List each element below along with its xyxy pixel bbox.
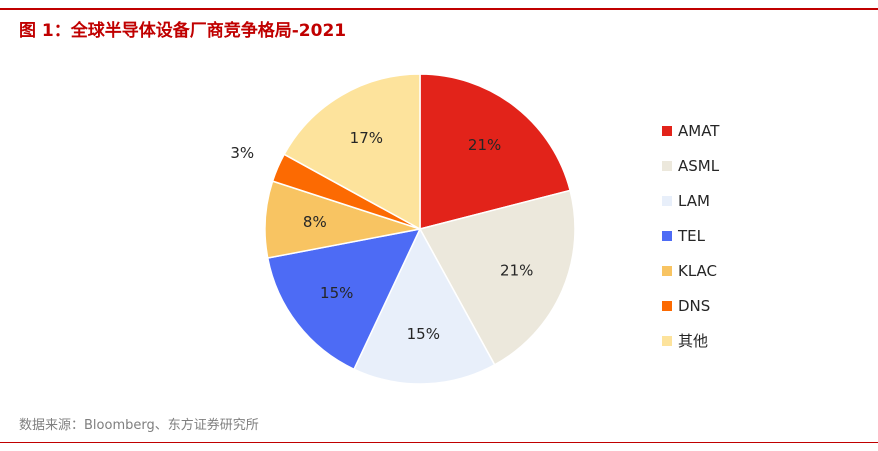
legend-swatch: [662, 160, 672, 171]
chart-legend: AMAT ASML LAM TEL KLAC DNS 其他: [662, 113, 719, 358]
figure-label: 图 1：: [19, 21, 71, 41]
legend-label: ASML: [678, 156, 720, 175]
legend-item-dns: DNS: [662, 288, 719, 323]
legend-item-asml: ASML: [662, 148, 719, 183]
data-label-other-6: 17%: [350, 129, 383, 147]
legend-label: 其他: [678, 332, 709, 350]
legend-swatch: [662, 300, 672, 311]
legend-item-amat: AMAT: [662, 113, 719, 148]
legend-label: TEL: [678, 226, 705, 245]
legend-item-lam: LAM: [662, 183, 719, 218]
legend-swatch: [662, 195, 672, 206]
data-label-lam: 15%: [407, 325, 440, 343]
pie-slice-asml: [418, 189, 576, 366]
legend-label: KLAC: [678, 261, 718, 280]
source-note: 数据来源：Bloomberg、东方证券研究所: [19, 418, 259, 433]
legend-swatch: [662, 230, 672, 241]
chart-title: 全球半导体设备厂商竞争格局-2021: [70, 21, 347, 41]
data-label-dns: 3%: [230, 144, 254, 162]
legend-item-other-6: 其他: [662, 323, 719, 358]
data-label-tel: 15%: [320, 284, 353, 302]
pie-slice-tel: [266, 227, 422, 371]
legend-label: AMAT: [678, 121, 720, 140]
data-label-amat: 21%: [468, 136, 501, 154]
legend-swatch: [662, 125, 672, 136]
legend-item-tel: TEL: [662, 218, 719, 253]
legend-item-klac: KLAC: [662, 253, 719, 288]
figure-caption: 图 1：全球半导体设备厂商竞争格局-2021: [19, 16, 346, 41]
legend-swatch: [662, 335, 672, 346]
pie-slice-other-6: [283, 73, 421, 231]
legend-label: DNS: [678, 296, 711, 315]
pie-slice-amat: [419, 73, 572, 230]
legend-swatch: [662, 265, 672, 276]
pie-slice-lam: [353, 227, 496, 385]
top-rule: [0, 8, 878, 10]
data-label-asml: 21%: [500, 261, 533, 279]
legend-label: LAM: [678, 191, 710, 210]
bottom-rule: [0, 442, 878, 443]
data-label-klac: 8%: [303, 213, 327, 231]
